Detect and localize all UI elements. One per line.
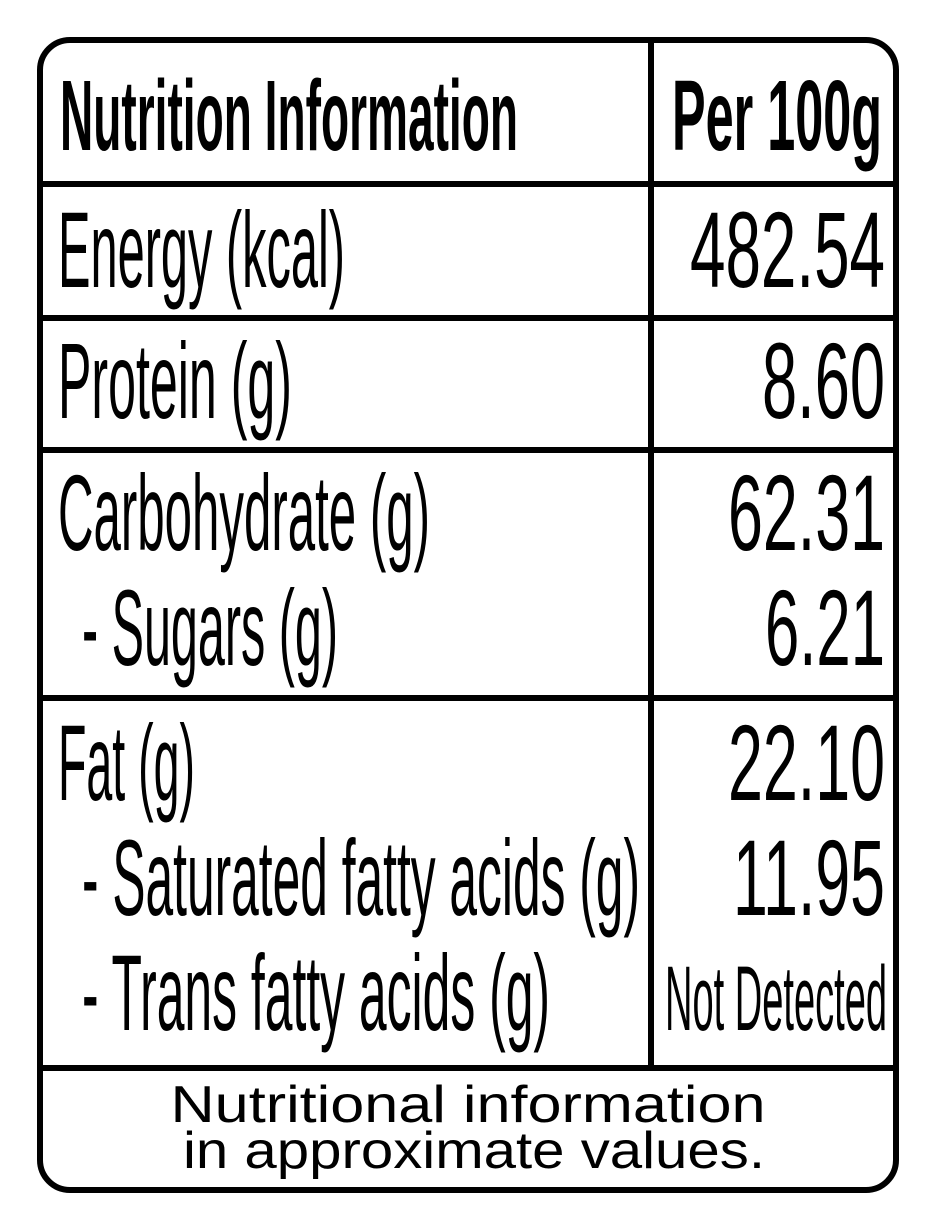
footer-line: Nutritional information bbox=[171, 1076, 766, 1134]
row-value: 8.60 bbox=[762, 320, 885, 441]
table-border bbox=[37, 37, 899, 1193]
row-label: Fat (g) bbox=[58, 702, 195, 823]
footer-line: in approximate values. bbox=[183, 1122, 765, 1180]
row-label: Energy (kcal) bbox=[58, 189, 345, 310]
row-label: Carbohydrate (g) bbox=[58, 452, 430, 573]
row-value: 482.54 bbox=[690, 189, 885, 310]
header-title: Nutrition Information bbox=[60, 60, 518, 172]
row-value: Not Detected bbox=[665, 948, 887, 1050]
header-column: Per 100g bbox=[672, 60, 882, 172]
row-value: 62.31 bbox=[728, 452, 885, 573]
row-label: Protein (g) bbox=[58, 320, 292, 441]
row-label: - Trans fatty acids (g) bbox=[82, 932, 550, 1053]
row-label: - Sugars (g) bbox=[82, 567, 338, 688]
row-value: 6.21 bbox=[765, 567, 885, 688]
row-value: 22.10 bbox=[728, 702, 885, 823]
row-value: 11.95 bbox=[733, 817, 885, 938]
row-label: - Saturated fatty acids (g) bbox=[82, 817, 640, 938]
